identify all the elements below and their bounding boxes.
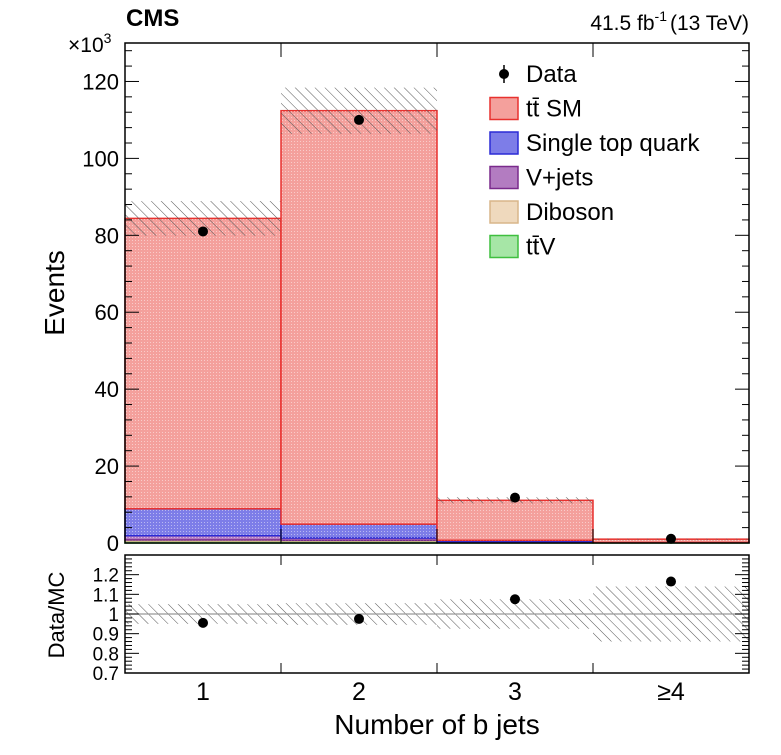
legend-label-diboson: Diboson	[526, 199, 614, 226]
ratio-tick-label: 0.8	[93, 644, 119, 665]
y-tick-label: 80	[95, 223, 119, 248]
data-point-4	[666, 533, 676, 544]
y-tick-label: 40	[95, 377, 119, 402]
data-point-1	[198, 226, 208, 237]
experiment-label: CMS	[126, 5, 179, 32]
bar-texture-2	[281, 110, 437, 525]
x-tick-label: 2	[352, 678, 366, 706]
legend-swatch-tt-sm	[489, 96, 519, 121]
x-tick-label: ≥4	[657, 678, 685, 706]
bar-texture-1	[125, 535, 281, 540]
main-panel	[124, 87, 750, 544]
legend-label-tt-v: tt̄V	[526, 234, 555, 261]
mc-uncertainty-band-2	[281, 87, 437, 134]
ratio-tick-label: 0.7	[93, 664, 119, 685]
legend-data-marker	[499, 69, 509, 79]
y-tick-label: 60	[95, 300, 119, 325]
legend-swatch-diboson	[489, 200, 519, 224]
x-tick-label: 3	[508, 678, 522, 706]
legend-swatch-tt-v	[489, 234, 519, 259]
legend-swatch-single-top-quark	[489, 131, 519, 155]
y-multiplier: ×103	[68, 30, 112, 57]
ratio-panel	[125, 576, 749, 642]
bar-texture-2	[281, 538, 437, 541]
ratio-axis-title: Data/MC	[44, 571, 69, 658]
bar-texture-2	[281, 541, 437, 543]
bar-texture-3	[437, 500, 593, 541]
bar-texture-1	[125, 218, 281, 509]
y-axis-title: Events	[39, 250, 70, 336]
y-tick-label: 0	[107, 531, 119, 556]
ratio-point-3	[510, 594, 520, 605]
y-tick-label: 100	[82, 146, 119, 171]
y-tick-label: 120	[82, 69, 119, 94]
data-point-3	[510, 492, 520, 503]
legend-label-data: Data	[526, 61, 577, 88]
ratio-tick-label: 0.9	[93, 625, 119, 646]
legend: Data tt̄ SM Single top quark V+jets Diboson t…	[489, 61, 700, 261]
ratio-point-4	[666, 576, 676, 587]
x-tick-label: 1	[196, 678, 210, 706]
legend-label-v-jets: V+jets	[526, 165, 593, 192]
bar-texture-2	[281, 524, 437, 538]
ratio-point-2	[354, 613, 364, 624]
ratio-tick-label: 1.2	[93, 566, 119, 587]
bar-texture-1	[125, 541, 281, 543]
ratio-point-1	[198, 617, 208, 628]
lumi-label: 41.5 fb-1 (13 TeV)	[590, 8, 749, 35]
legend-label-single-top-quark: Single top quark	[526, 130, 700, 157]
bar-texture-1	[125, 508, 281, 536]
ratio-tick-label: 1	[108, 605, 119, 626]
legend-label-tt-sm: tt̄ SM	[526, 96, 582, 123]
x-axis-title: Number of b jets	[334, 709, 539, 740]
y-tick-label: 20	[95, 454, 119, 479]
ratio-tick-label: 1.1	[93, 585, 119, 606]
data-point-2	[354, 114, 364, 125]
legend-swatch-v-jets	[489, 165, 519, 190]
